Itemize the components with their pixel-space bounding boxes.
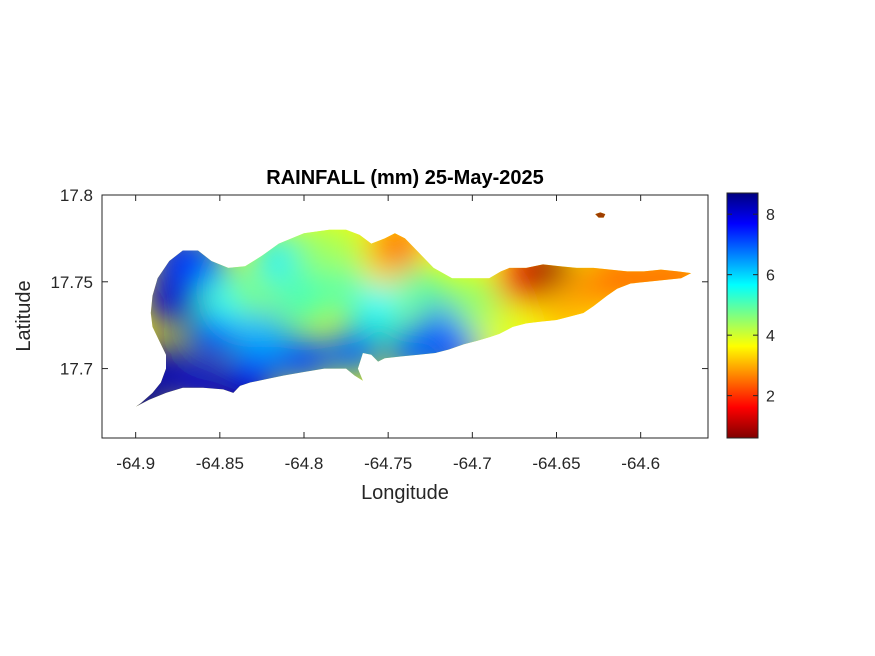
rainfall-sample <box>328 325 381 378</box>
rainfall-sample <box>480 307 532 360</box>
field-samples <box>135 212 692 407</box>
plot-frame <box>101 194 709 439</box>
plot-area <box>135 212 692 407</box>
rainfall-sample <box>592 212 609 224</box>
rainfall-sample <box>278 333 330 386</box>
x-tick-label: -64.6 <box>621 454 660 473</box>
rainfall-sample <box>143 273 196 326</box>
y-axis-title: Latitude <box>13 280 35 351</box>
x-axis-title: Longitude <box>361 482 449 504</box>
colorbar-tick-label: 2 <box>766 389 775 406</box>
y-tick-label: 17.8 <box>60 186 93 205</box>
x-tick-label: -64.7 <box>453 454 492 473</box>
colorbar-tick-label: 6 <box>766 268 775 285</box>
colorbar-gradient <box>726 192 759 439</box>
x-tick-label: -64.75 <box>364 454 412 473</box>
rainfall-sample <box>656 250 692 303</box>
x-axis: -64.9 -64.85 -64.8 -64.75 -64.7 -64.65 -64.6 <box>116 195 660 473</box>
x-tick-label: -64.9 <box>116 454 155 473</box>
chart-title: RAINFALL (mm) 25-May-2025 <box>266 167 543 189</box>
rainfall-sample <box>278 273 330 326</box>
y-tick-label: 17.75 <box>50 273 93 292</box>
rainfall-field <box>135 212 692 407</box>
y-tick-label: 17.7 <box>60 360 93 379</box>
rainfall-sample <box>353 281 406 334</box>
x-tick-label: -64.85 <box>196 454 244 473</box>
y-axis: 17.7 17.75 17.8 <box>50 186 708 379</box>
colorbar: 2 4 6 8 <box>726 192 775 439</box>
rainfall-sample <box>311 221 364 274</box>
colorbar-tick-label: 4 <box>766 328 775 345</box>
rainfall-sample <box>173 359 226 407</box>
x-tick-label: -64.8 <box>285 454 324 473</box>
rainfall-sample <box>235 307 288 360</box>
colorbar-ticks: 2 4 6 8 <box>727 207 775 406</box>
x-tick-label: -64.65 <box>532 454 580 473</box>
colorbar-tick-label: 8 <box>766 207 775 224</box>
rainfall-sample <box>370 221 423 274</box>
